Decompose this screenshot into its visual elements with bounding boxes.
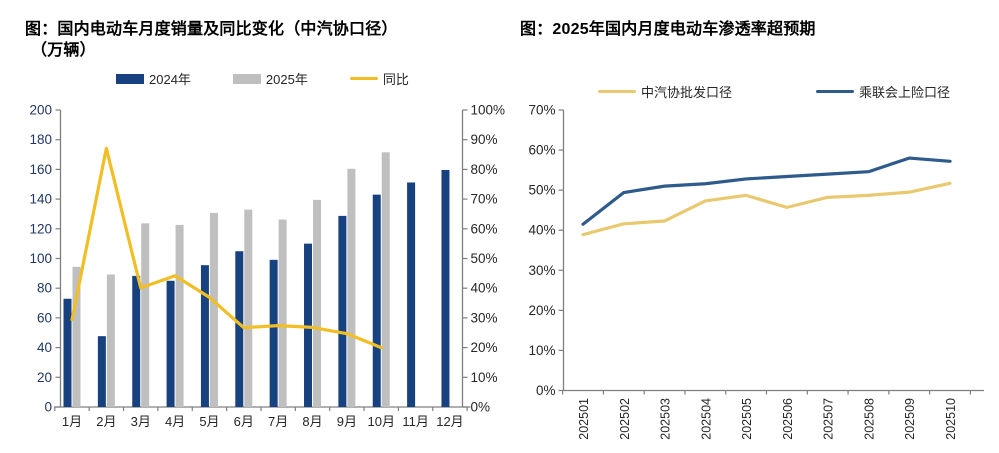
legend-item-insurance: 乘联会上险口径 xyxy=(816,82,950,101)
svg-text:1月: 1月 xyxy=(62,414,82,429)
svg-text:180: 180 xyxy=(29,132,52,147)
svg-text:6月: 6月 xyxy=(234,414,254,429)
svg-text:20: 20 xyxy=(37,370,52,385)
legend-label-wholesale: 中汽协批发口径 xyxy=(641,85,733,100)
svg-text:160: 160 xyxy=(29,162,52,177)
svg-text:30%: 30% xyxy=(471,310,498,325)
svg-text:20%: 20% xyxy=(528,303,555,318)
penetration-chart-canvas: 70% 60% 50% 40% 30% 20% 10% 0% 202501 202502 20250… xyxy=(528,103,984,440)
svg-text:202506: 202506 xyxy=(781,398,795,440)
legend-label-2025: 2025年 xyxy=(265,72,308,87)
svg-text:40%: 40% xyxy=(528,223,555,238)
svg-text:202505: 202505 xyxy=(740,398,754,440)
svg-text:202502: 202502 xyxy=(618,398,632,440)
svg-text:202508: 202508 xyxy=(862,398,876,440)
svg-text:20%: 20% xyxy=(471,340,498,355)
svg-text:80%: 80% xyxy=(471,162,498,177)
svg-text:5月: 5月 xyxy=(199,414,219,429)
svg-text:120: 120 xyxy=(29,221,52,236)
svg-text:12月: 12月 xyxy=(436,414,463,429)
svg-text:10月: 10月 xyxy=(368,414,395,429)
svg-text:202504: 202504 xyxy=(699,398,713,440)
svg-text:70%: 70% xyxy=(528,103,555,118)
svg-text:30%: 30% xyxy=(528,263,555,278)
bar-swatch-2024-icon xyxy=(116,73,144,84)
svg-text:40: 40 xyxy=(37,340,52,355)
legend-item-2025: 2025年 xyxy=(232,69,308,88)
svg-text:8月: 8月 xyxy=(302,414,322,429)
svg-text:9月: 9月 xyxy=(337,414,357,429)
svg-text:202507: 202507 xyxy=(822,398,836,440)
line-swatch-yoy-icon xyxy=(349,76,378,81)
line-swatch-insurance-icon xyxy=(816,89,855,94)
svg-text:202510: 202510 xyxy=(944,398,958,440)
svg-text:202503: 202503 xyxy=(659,398,673,440)
sales-chart-legend: 2024年 2025年 同比 xyxy=(116,69,409,88)
svg-text:70%: 70% xyxy=(471,192,498,207)
svg-text:11月: 11月 xyxy=(402,414,429,429)
sales-chart-canvas: 200180160140120100806040200100%90%80%70%… xyxy=(29,103,505,430)
svg-text:202509: 202509 xyxy=(903,398,917,440)
svg-text:50%: 50% xyxy=(471,251,498,266)
svg-text:7月: 7月 xyxy=(268,414,288,429)
penetration-chart-legend: 中汽协批发口径 乘联会上险口径 xyxy=(598,82,950,101)
svg-text:0%: 0% xyxy=(536,383,556,398)
legend-label-insurance: 乘联会上险口径 xyxy=(859,85,951,100)
svg-text:0%: 0% xyxy=(471,400,491,415)
svg-text:202501: 202501 xyxy=(577,398,591,440)
svg-text:60: 60 xyxy=(37,310,52,325)
penetration-chart-title: 图：2025年国内月度电动车渗透率超预期 xyxy=(520,21,816,38)
svg-text:2月: 2月 xyxy=(96,414,116,429)
svg-text:100: 100 xyxy=(29,251,52,266)
legend-label-2024: 2024年 xyxy=(149,72,191,87)
svg-text:80: 80 xyxy=(37,281,52,296)
svg-text:3月: 3月 xyxy=(131,414,151,429)
legend-item-yoy: 同比 xyxy=(349,69,409,88)
bar-swatch-2025-icon xyxy=(232,73,261,84)
svg-text:10%: 10% xyxy=(471,370,498,385)
svg-text:60%: 60% xyxy=(528,143,555,158)
svg-text:40%: 40% xyxy=(471,281,498,296)
sales-chart-title-unit: （万辆） xyxy=(31,42,96,59)
svg-text:10%: 10% xyxy=(528,343,555,358)
svg-text:140: 140 xyxy=(29,192,52,207)
legend-item-2024: 2024年 xyxy=(116,69,191,88)
svg-text:0: 0 xyxy=(44,400,52,415)
svg-text:90%: 90% xyxy=(471,132,498,147)
legend-item-wholesale: 中汽协批发口径 xyxy=(598,82,732,101)
line-swatch-wholesale-icon xyxy=(598,89,636,94)
svg-text:200: 200 xyxy=(29,103,52,118)
legend-label-yoy: 同比 xyxy=(382,72,409,87)
sales-chart-title: 图：国内电动车月度销量及同比变化（中汽协口径） （万辆） xyxy=(25,19,505,61)
svg-text:4月: 4月 xyxy=(165,414,185,429)
svg-text:100%: 100% xyxy=(471,103,506,118)
svg-text:50%: 50% xyxy=(528,183,555,198)
svg-text:60%: 60% xyxy=(471,221,498,236)
sales-chart-title-line1: 图：国内电动车月度销量及同比变化（中汽协口径） xyxy=(25,21,398,38)
